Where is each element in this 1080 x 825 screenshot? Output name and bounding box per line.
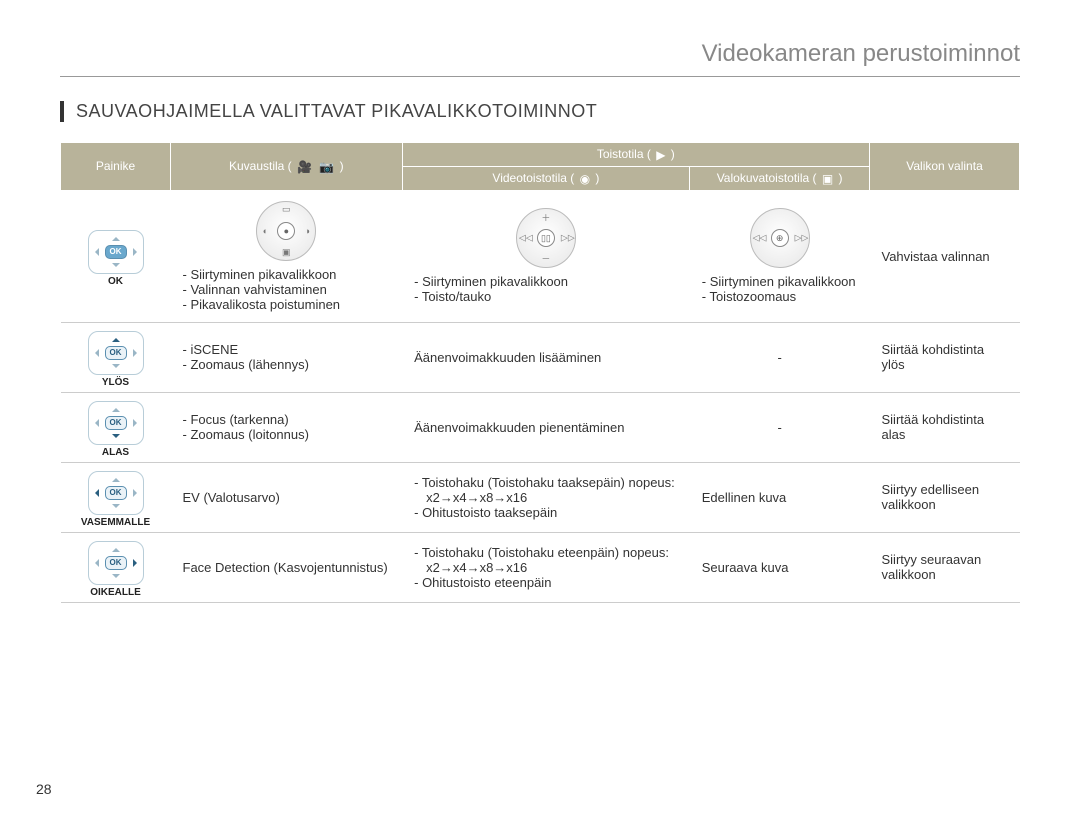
cell-oikealle-button: OK OIKEALLE [61, 532, 171, 602]
col-video-text: Videotoistotila ( [492, 171, 574, 185]
cell-alas-video: Äänenvoimakkuuden pienentäminen [402, 392, 690, 462]
page-number: 28 [36, 781, 52, 797]
speed-line: x2→x4→x8→x16 [414, 490, 678, 505]
paren: ) [340, 159, 344, 173]
table-row: OK VASEMMALLE EV (Valotusarvo) Toistohak… [61, 462, 1020, 532]
list-item: Toistozoomaus [702, 289, 858, 304]
col-toistotila: Toistotila ( ▶ ) [402, 143, 869, 167]
col-videotoistotila: Videotoistotila ( ◉ ) [402, 166, 690, 190]
cell-ok-button: OK OK [61, 190, 171, 322]
col-kuvaustila: Kuvaustila ( 🎥 📷 ) [171, 143, 403, 191]
col-toistotila-text: Toistotila ( [597, 147, 651, 161]
col-valokuvatoistotila: Valokuvatoistotila ( ▣ ) [690, 166, 870, 190]
list-item: Toisto/tauko [414, 289, 678, 304]
navpad-left-icon: OK [88, 471, 144, 515]
cell-ylos-kuvaustila: iSCENE Zoomaus (lähennys) [171, 322, 403, 392]
navpad-ok-icon: OK [88, 230, 144, 274]
cell-vasemmalle-valikon: Siirtyy edelliseen valikkoon [870, 462, 1020, 532]
list-item: Pikavalikosta poistuminen [183, 297, 391, 312]
cell-alas-valokuva: - [690, 392, 870, 462]
cell-alas-valikon: Siirtää kohdistinta alas [870, 392, 1020, 462]
photo-cam-icon: 📷 [319, 160, 334, 174]
col-valokuva-text: Valokuvatoistotila ( [717, 171, 817, 185]
video-play-icon: ◉ [580, 172, 590, 186]
list-item: Ohitustoisto taaksepäin [414, 505, 678, 520]
col-painike: Painike [61, 143, 171, 191]
list-item: Valinnan vahvistaminen [183, 282, 391, 297]
cell-ok-valokuva: ▷▷ ◁◁ ⊕ Siirtyminen pikavalikkoon Toisto… [690, 190, 870, 322]
navpad-down-icon: OK [88, 401, 144, 445]
table-row: OK OK ▭ ▣ ◑ ◐ ● Siirtyminen pikavalikkoo… [61, 190, 1020, 322]
list-item: Siirtyminen pikavalikkoon [702, 274, 858, 289]
oikealle-label: OIKEALLE [65, 587, 167, 598]
paren2: ) [671, 147, 675, 161]
list-item: iSCENE [183, 342, 391, 357]
list-item: Toistohaku (Toistohaku taaksepäin) nopeu… [414, 475, 678, 490]
speed-line: x2→x4→x8→x16 [414, 560, 678, 575]
col-valikon: Valikon valinta [870, 143, 1020, 191]
cell-vasemmalle-button: OK VASEMMALLE [61, 462, 171, 532]
cell-oikealle-valokuva: Seuraava kuva [690, 532, 870, 602]
cell-ylos-valikon: Siirtää kohdistinta ylös [870, 322, 1020, 392]
list-item: Toistohaku (Toistohaku eteenpäin) nopeus… [414, 545, 678, 560]
page-header-title: Videokameran perustoiminnot [60, 40, 1020, 77]
video-cam-icon: 🎥 [297, 160, 312, 174]
list-item: Zoomaus (lähennys) [183, 357, 391, 372]
cell-ok-video: ＋ － ▷▷ ◁◁ ▯▯ Siirtyminen pikavalikkoon T… [402, 190, 690, 322]
paren4: ) [839, 171, 843, 185]
cell-alas-button: OK ALAS [61, 392, 171, 462]
cell-vasemmalle-video: Toistohaku (Toistohaku taaksepäin) nopeu… [402, 462, 690, 532]
osd-kuvaustila-icon: ▭ ▣ ◑ ◐ ● [256, 201, 316, 261]
cell-ylos-button: OK YLÖS [61, 322, 171, 392]
list-item: Focus (tarkenna) [183, 412, 391, 427]
table-row: OK ALAS Focus (tarkenna) Zoomaus (loiton… [61, 392, 1020, 462]
functions-table: Painike Kuvaustila ( 🎥 📷 ) Toistotila ( … [60, 142, 1020, 603]
section-title: SAUVAOHJAIMELLA VALITTAVAT PIKAVALIKKOTO… [60, 101, 1020, 122]
cell-oikealle-kuvaustila: Face Detection (Kasvojentunnistus) [171, 532, 403, 602]
cell-alas-kuvaustila: Focus (tarkenna) Zoomaus (loitonnus) [171, 392, 403, 462]
cell-ylos-video: Äänenvoimakkuuden lisääminen [402, 322, 690, 392]
navpad-up-icon: OK [88, 331, 144, 375]
table-row: OK OIKEALLE Face Detection (Kasvojentunn… [61, 532, 1020, 602]
vasemmalle-label: VASEMMALLE [65, 517, 167, 528]
cell-ylos-valokuva: - [690, 322, 870, 392]
cell-vasemmalle-kuvaustila: EV (Valotusarvo) [171, 462, 403, 532]
cell-vasemmalle-valokuva: Edellinen kuva [690, 462, 870, 532]
paren3: ) [595, 171, 599, 185]
cell-oikealle-valikon: Siirtyy seuraavan valikkoon [870, 532, 1020, 602]
cell-ok-kuvaustila: ▭ ▣ ◑ ◐ ● Siirtyminen pikavalikkoon Vali… [171, 190, 403, 322]
alas-label: ALAS [65, 447, 167, 458]
list-item: Zoomaus (loitonnus) [183, 427, 391, 442]
cell-oikealle-video: Toistohaku (Toistohaku eteenpäin) nopeus… [402, 532, 690, 602]
play-rect-icon: ▶ [656, 148, 665, 162]
osd-video-icon: ＋ － ▷▷ ◁◁ ▯▯ [516, 208, 576, 268]
photo-play-icon: ▣ [822, 172, 833, 186]
list-item: Siirtyminen pikavalikkoon [414, 274, 678, 289]
list-item: Ohitustoisto eteenpäin [414, 575, 678, 590]
ok-label: OK [65, 276, 167, 287]
col-kuvaustila-text: Kuvaustila ( [229, 159, 292, 173]
ylos-label: YLÖS [65, 377, 167, 388]
cell-ok-valikon: Vahvistaa valinnan [870, 190, 1020, 322]
osd-valokuva-icon: ▷▷ ◁◁ ⊕ [750, 208, 810, 268]
table-row: OK YLÖS iSCENE Zoomaus (lähennys) Äänenv… [61, 322, 1020, 392]
list-item: Siirtyminen pikavalikkoon [183, 267, 391, 282]
navpad-right-icon: OK [88, 541, 144, 585]
